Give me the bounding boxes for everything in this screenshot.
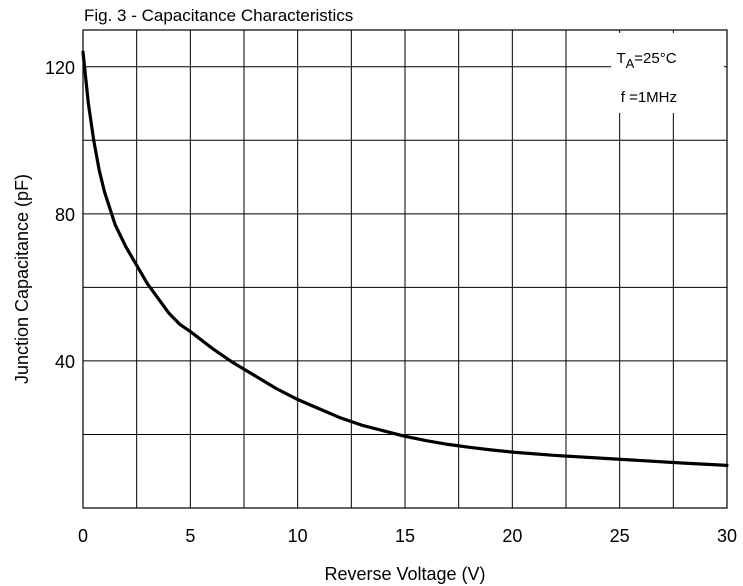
- y-tick-label: 80: [55, 205, 75, 225]
- x-axis-label: Reverse Voltage (V): [324, 564, 485, 584]
- x-tick-label: 15: [395, 526, 415, 546]
- temperature-subscript: A: [626, 56, 635, 71]
- conditions-annotation: TA=25°C f =1MHz: [611, 33, 724, 113]
- y-tick-labels: 40 80 120: [45, 58, 75, 372]
- temperature-annotation: TA=25°C: [616, 50, 676, 71]
- x-tick-label: 10: [288, 526, 308, 546]
- y-tick-label: 120: [45, 58, 75, 78]
- x-tick-label: 20: [502, 526, 522, 546]
- y-tick-label: 40: [55, 352, 75, 372]
- capacitance-curve: [81, 50, 729, 467]
- frequency-annotation: f =1MHz: [621, 89, 677, 106]
- chart-title: Fig. 3 - Capacitance Characteristics: [84, 6, 354, 25]
- x-tick-labels: 0 5 10 15 20 25 30: [78, 526, 737, 546]
- x-tick-label: 25: [610, 526, 630, 546]
- plot-frame: [82, 29, 728, 509]
- y-axis-label: Junction Capacitance (pF): [12, 174, 32, 384]
- x-tick-label: 5: [185, 526, 195, 546]
- annotation-background: [611, 33, 724, 113]
- temperature-value: =25°C: [634, 50, 676, 67]
- x-tick-label: 0: [78, 526, 88, 546]
- x-tick-label: 30: [717, 526, 737, 546]
- temperature-prefix: T: [616, 50, 625, 67]
- grid: [83, 30, 727, 508]
